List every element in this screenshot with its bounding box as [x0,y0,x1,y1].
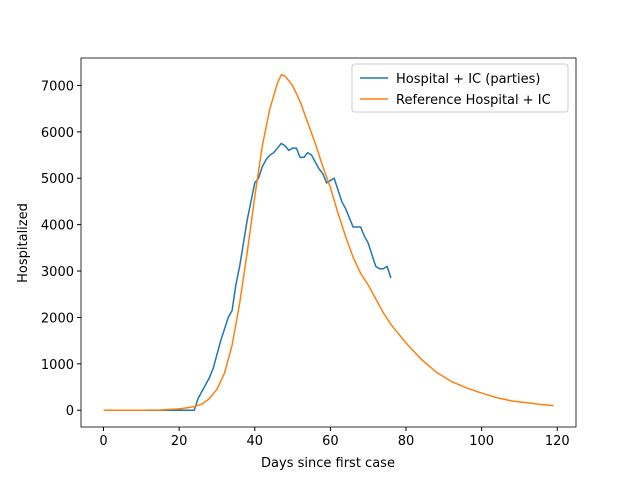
x-tick-label: 120 [545,434,570,449]
plot-frame [80,57,577,428]
y-tick-label: 1000 [41,358,74,373]
y-axis-label: Hospitalized [16,203,31,283]
data-line [103,142,392,411]
data-line [103,73,554,411]
y-tick-label: 7000 [41,79,74,94]
x-tick-label: 80 [398,434,415,449]
legend-label: Hospital + IC (parties) [396,72,540,87]
x-tick-label: 0 [99,434,107,449]
legend-box [351,63,569,113]
x-tick-label: 60 [322,434,339,449]
x-tick-label: 40 [246,434,263,449]
y-tick-label: 5000 [41,172,74,187]
y-tick-label: 0 [66,404,74,419]
y-tick-label: 6000 [41,126,74,141]
legend-label: Reference Hospital + IC [396,93,551,108]
y-tick-label: 4000 [41,219,74,234]
y-tick-label: 2000 [41,311,74,326]
y-tick-label: 3000 [41,265,74,280]
x-axis-label: Days since first case [261,456,395,471]
x-tick-label: 100 [469,434,494,449]
x-tick-label: 20 [171,434,188,449]
